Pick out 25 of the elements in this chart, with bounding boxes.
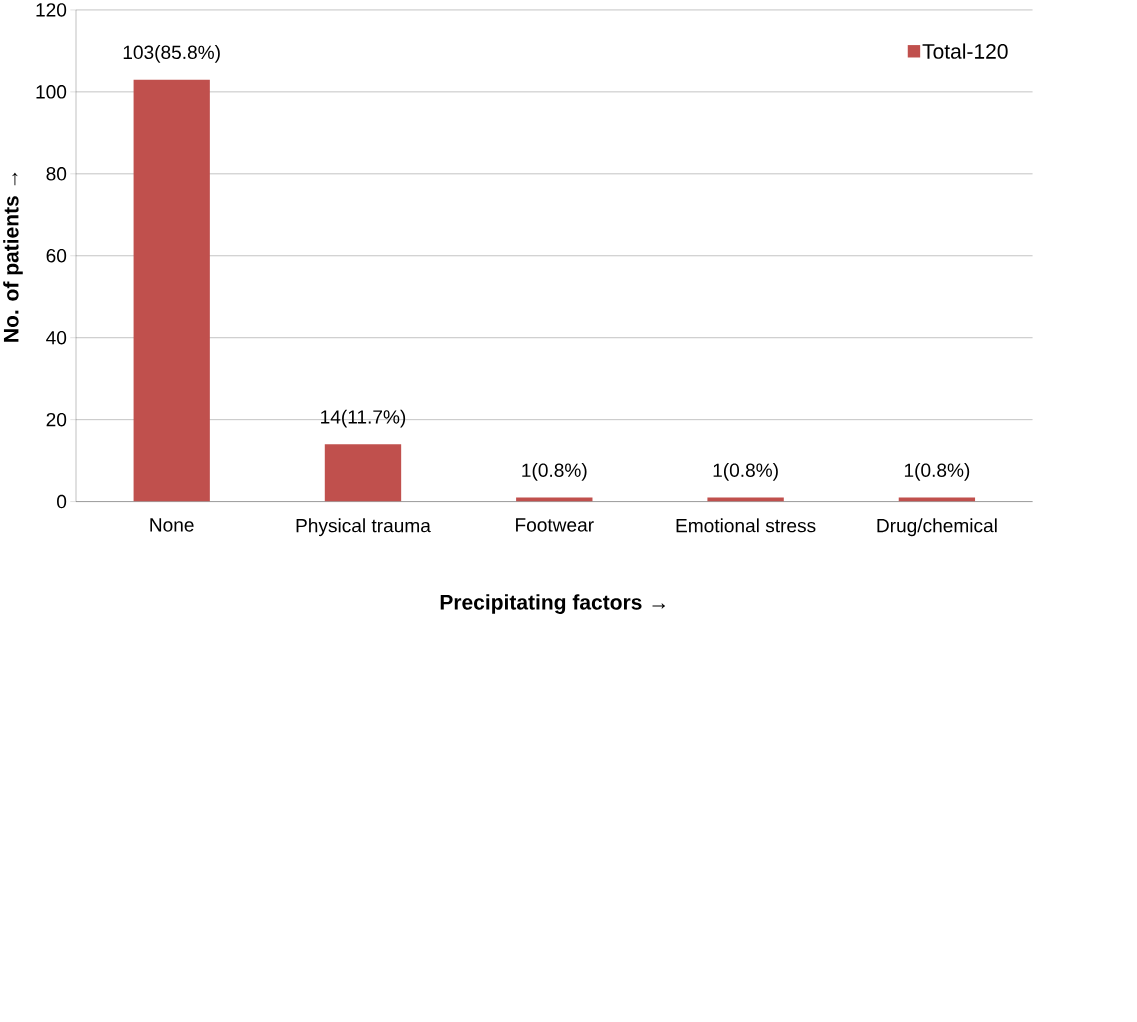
- bar: [324, 444, 402, 502]
- x-tick-label: Footwear: [516, 518, 594, 532]
- data-label: 1(0.8%): [522, 463, 587, 481]
- x-axis-title: Precipitating factors →: [440, 594, 665, 614]
- data-label: 1(0.8%): [904, 463, 970, 481]
- bar: [707, 497, 784, 502]
- y-tick-label: 60: [46, 249, 67, 263]
- data-label: 103(85.8%): [123, 45, 220, 63]
- y-tick-label: 40: [46, 330, 67, 345]
- y-tick-label: 120: [36, 3, 67, 17]
- bar: [133, 79, 210, 502]
- bar: [516, 497, 593, 502]
- y-tick-label: 20: [46, 412, 67, 427]
- y-tick-label: 80: [46, 167, 67, 181]
- legend-label: Total-120: [922, 43, 1008, 59]
- y-tick-label: 0: [57, 494, 67, 509]
- data-label: 14(11.7%): [321, 409, 406, 428]
- bar: [898, 497, 976, 502]
- data-label: 1(0.8%): [713, 463, 778, 481]
- x-tick-label: None: [150, 518, 194, 532]
- y-axis-title: No. of patients →: [3, 172, 23, 342]
- x-tick-label: Emotional stress: [676, 518, 816, 533]
- x-tick-label: Drug/chemical: [877, 518, 997, 537]
- y-tick-label: 100: [36, 85, 67, 99]
- x-tick-label: Physical trauma: [296, 518, 431, 537]
